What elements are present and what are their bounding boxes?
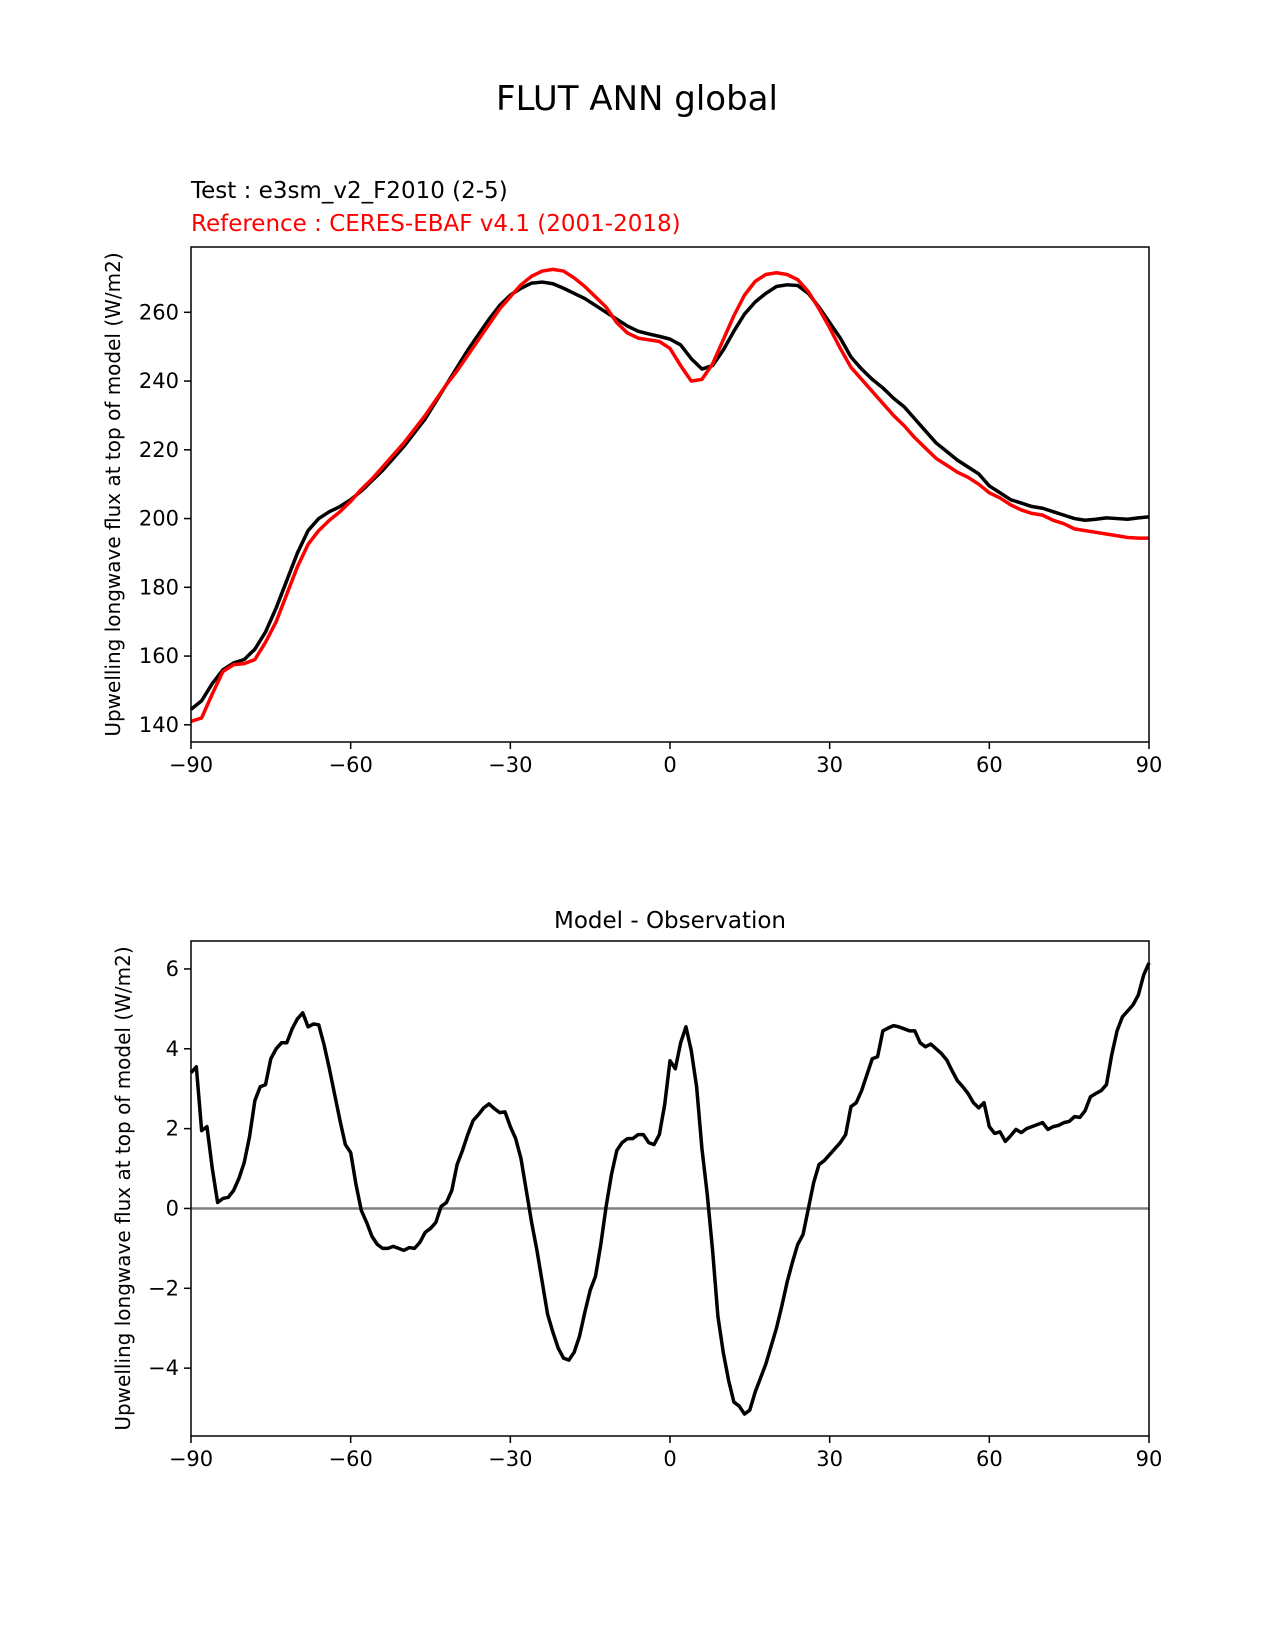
bottom-x-tick-label: 90	[1136, 1447, 1163, 1471]
top-y-tick-label: 240	[139, 369, 179, 393]
bottom-y-tick-label: 0	[166, 1196, 179, 1220]
bottom-y-tick-label: −2	[148, 1276, 179, 1300]
top-x-tick-label: 0	[663, 753, 676, 777]
top-y-tick-label: 260	[139, 300, 179, 324]
top-y-axis: 140 160 180 200 220 240 260	[139, 300, 191, 737]
top-series-line-1	[190, 267, 1149, 724]
top-y-tick-label: 180	[139, 575, 179, 599]
bottom-x-tick-label: −90	[169, 1447, 213, 1471]
test-label: Test : e3sm_v2_F2010 (2-5)	[190, 178, 508, 204]
bottom-x-tick-label: −30	[488, 1447, 532, 1471]
bottom-y-tick-label: 6	[166, 957, 179, 981]
bottom-x-tick-label: −60	[329, 1447, 373, 1471]
top-panel: Test : e3sm_v2_F2010 (2-5) Reference : C…	[101, 178, 1162, 777]
top-y-tick-label: 160	[139, 644, 179, 668]
bottom-x-tick-label: 30	[816, 1447, 843, 1471]
reference-label: Reference : CERES-EBAF v4.1 (2001-2018)	[191, 211, 681, 237]
top-x-tick-label: −60	[329, 753, 373, 777]
bottom-x-tick-label: 60	[976, 1447, 1003, 1471]
top-x-tick-label: 60	[976, 753, 1003, 777]
bottom-y-axis: −4 −2 0 2 4 6	[148, 957, 191, 1380]
bottom-series-group	[189, 962, 1151, 1416]
bottom-y-tick-label: 4	[166, 1037, 179, 1061]
bottom-y-axis-label: Upwelling longwave flux at top of model …	[111, 946, 135, 1430]
top-y-tick-label: 140	[139, 713, 179, 737]
top-series-line-0	[189, 280, 1150, 711]
top-x-tick-label: −30	[488, 753, 532, 777]
bottom-series-line-0	[189, 962, 1151, 1416]
bottom-x-axis: −90 −60 −30 0 30 60 90	[169, 1436, 1163, 1471]
bottom-x-tick-label: 0	[663, 1447, 676, 1471]
top-x-tick-label: −90	[169, 753, 213, 777]
bottom-y-tick-label: −4	[148, 1356, 179, 1380]
top-series-group	[189, 267, 1150, 724]
top-y-tick-label: 200	[139, 507, 179, 531]
top-y-axis-label: Upwelling longwave flux at top of model …	[101, 252, 125, 736]
top-y-tick-label: 220	[139, 438, 179, 462]
bottom-y-tick-label: 2	[166, 1117, 179, 1141]
difference-title: Model - Observation	[554, 908, 786, 934]
figure-title: FLUT ANN global	[496, 79, 778, 119]
bottom-panel: Model - Observation −90 −60 −30 0 30 60 90 −4−…	[111, 908, 1162, 1471]
top-x-tick-label: 30	[816, 753, 843, 777]
top-x-tick-label: 90	[1136, 753, 1163, 777]
top-x-axis: −90 −60 −30 0 30 60 90	[169, 742, 1163, 777]
bottom-plot-frame	[190, 940, 1150, 1437]
